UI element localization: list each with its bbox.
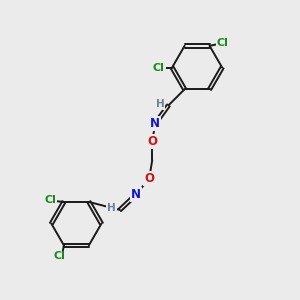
- Text: H: H: [156, 99, 164, 109]
- Text: O: O: [147, 135, 157, 148]
- Text: H: H: [107, 203, 116, 214]
- Text: N: N: [131, 188, 141, 201]
- Text: N: N: [150, 117, 160, 130]
- Text: Cl: Cl: [53, 251, 65, 262]
- Text: Cl: Cl: [153, 63, 165, 73]
- Text: Cl: Cl: [217, 38, 229, 48]
- Text: Cl: Cl: [45, 196, 57, 206]
- Text: O: O: [144, 172, 154, 185]
